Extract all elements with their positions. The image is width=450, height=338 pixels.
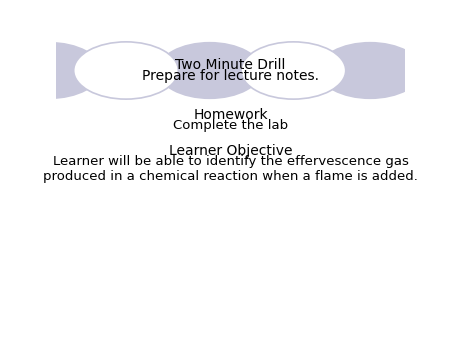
Ellipse shape — [318, 42, 423, 99]
Text: Complete the lab: Complete the lab — [173, 119, 288, 132]
Text: Two Minute Drill: Two Minute Drill — [176, 58, 286, 72]
Text: Homework: Homework — [194, 108, 268, 122]
Ellipse shape — [241, 42, 346, 99]
Text: Learner Objective: Learner Objective — [169, 144, 292, 158]
Ellipse shape — [74, 42, 178, 99]
Ellipse shape — [158, 42, 262, 99]
Text: Learner will be able to identify the effervescence gas
produced in a chemical re: Learner will be able to identify the eff… — [43, 155, 418, 184]
Text: Prepare for lecture notes.: Prepare for lecture notes. — [142, 70, 319, 83]
Ellipse shape — [0, 42, 102, 99]
